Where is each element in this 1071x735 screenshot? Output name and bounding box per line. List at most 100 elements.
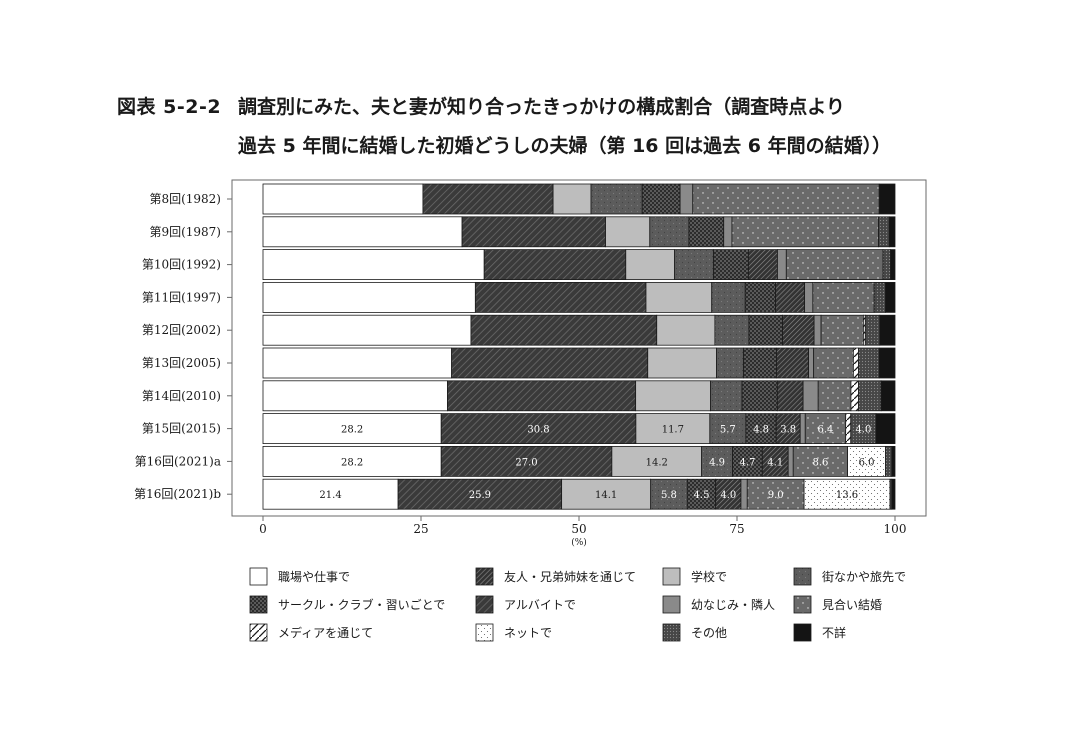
category-axis: 第8回(1982) 第9回(1987) 第10回(1992) 第11回(1997) 第1…	[134, 192, 232, 501]
bar-segment	[710, 380, 743, 412]
bar-segment	[850, 380, 859, 412]
bar-segment	[878, 183, 896, 215]
bar-segment	[845, 413, 852, 445]
x-tick-label: 0	[259, 522, 267, 536]
bar-segment	[474, 281, 647, 313]
bar-segment	[451, 347, 649, 379]
legend-label: ネットで	[504, 626, 552, 640]
bar-segment	[715, 478, 742, 510]
bar-segment	[799, 413, 806, 445]
data-label: 25.9	[469, 490, 491, 501]
bar-segment	[743, 347, 777, 379]
bar-segment	[775, 413, 801, 445]
bar-segment	[262, 249, 485, 281]
legend-swatch	[793, 595, 812, 614]
data-label: 4.8	[753, 425, 769, 436]
legend-swatch	[475, 567, 494, 586]
bar-segment	[714, 314, 750, 346]
legend-swatch	[249, 567, 268, 586]
bar-segment	[679, 183, 694, 215]
bar-segment	[813, 314, 822, 346]
category-label: 第11回(1997)	[142, 290, 221, 304]
data-label: 8.6	[812, 457, 828, 468]
bar-segment	[747, 249, 778, 281]
legend-label: 幼なじみ・隣人	[691, 597, 775, 612]
bar-segment	[775, 281, 806, 313]
bar-segment	[262, 314, 472, 346]
bar-segment	[802, 380, 819, 412]
data-label: 11.7	[662, 425, 684, 436]
data-label: 13.6	[836, 490, 858, 501]
bar-segment	[641, 183, 681, 215]
bar-segment	[483, 249, 627, 281]
data-label: 21.4	[319, 490, 341, 501]
data-label: 4.5	[694, 490, 710, 501]
category-label: 第10回(1992)	[142, 258, 221, 272]
legend-swatch	[475, 623, 494, 642]
legend-label: 見合い結婚	[822, 597, 882, 612]
data-label: 14.1	[595, 490, 617, 501]
bar-segment	[891, 445, 896, 477]
data-label: 9.0	[768, 490, 784, 501]
bar-segment	[858, 347, 880, 379]
legend-swatch	[475, 595, 494, 614]
bar-segment	[440, 413, 637, 445]
legend-swatch	[662, 567, 681, 586]
x-tick-label: 75	[729, 522, 744, 536]
legend-label: アルバイトで	[504, 598, 576, 612]
bar-segment	[888, 216, 896, 248]
legend-label: 不詳	[822, 625, 846, 640]
legend-label: メディアを通じて	[278, 625, 373, 640]
chart-title-line1: 調査別にみた、夫と妻が知り合ったきっかけの構成割合（調査時点より	[238, 96, 845, 118]
data-label: 4.0	[855, 425, 871, 436]
bar-segment	[397, 478, 563, 510]
bar-segment	[813, 347, 854, 379]
category-label: 第15回(2015)	[142, 422, 221, 436]
bar-segment	[878, 216, 890, 248]
bar-segment	[701, 445, 733, 477]
legend-swatch	[249, 595, 268, 614]
data-label: 5.7	[720, 425, 736, 436]
x-tick-label: 100	[884, 522, 907, 536]
data-label: 28.2	[341, 457, 363, 468]
bar-segment	[262, 183, 424, 215]
category-label: 第16回(2021)a	[135, 454, 221, 468]
data-label: 14.2	[646, 457, 668, 468]
legend-swatch	[249, 623, 268, 642]
category-label: 第13回(2005)	[142, 356, 221, 370]
bar-segment	[776, 347, 809, 379]
bar-segment	[782, 314, 815, 346]
bar-segment	[777, 249, 787, 281]
bar-segment	[885, 445, 893, 477]
bar-segment	[470, 314, 658, 346]
bar-segment	[808, 347, 815, 379]
bar-segment	[740, 478, 748, 510]
bar-segment	[611, 445, 702, 477]
bar-segment	[262, 347, 452, 379]
x-axis-unit: (%)	[571, 537, 587, 548]
bar-segment	[447, 380, 637, 412]
bar-segment	[741, 380, 778, 412]
x-tick-label: 50	[571, 522, 586, 536]
legend: 職場や仕事で 友人・兄弟姉妹を通じて 学校で 街なかや旅先でサークル・クラブ・習いごと…	[249, 567, 906, 642]
bar-segment	[761, 445, 789, 477]
bar-segment	[852, 347, 859, 379]
legend-label: サークル・クラブ・習いごとで	[278, 597, 445, 612]
legend-label: 街なかや旅先で	[822, 570, 906, 584]
bar-segment	[812, 281, 875, 313]
bar-segment	[716, 347, 745, 379]
bar-segment	[864, 314, 881, 346]
x-tick-label: 25	[413, 522, 428, 536]
data-label: 4.0	[720, 490, 736, 501]
category-label: 第14回(2010)	[142, 389, 221, 403]
bar-segment	[625, 249, 675, 281]
bar-segment	[645, 281, 713, 313]
data-label: 6.4	[818, 425, 834, 436]
bar-segment	[262, 216, 463, 248]
bar-segment	[674, 249, 715, 281]
bar-segment	[590, 183, 643, 215]
bar-segment	[885, 281, 896, 313]
bar-segment	[561, 478, 652, 510]
legend-label: その他	[691, 626, 727, 640]
